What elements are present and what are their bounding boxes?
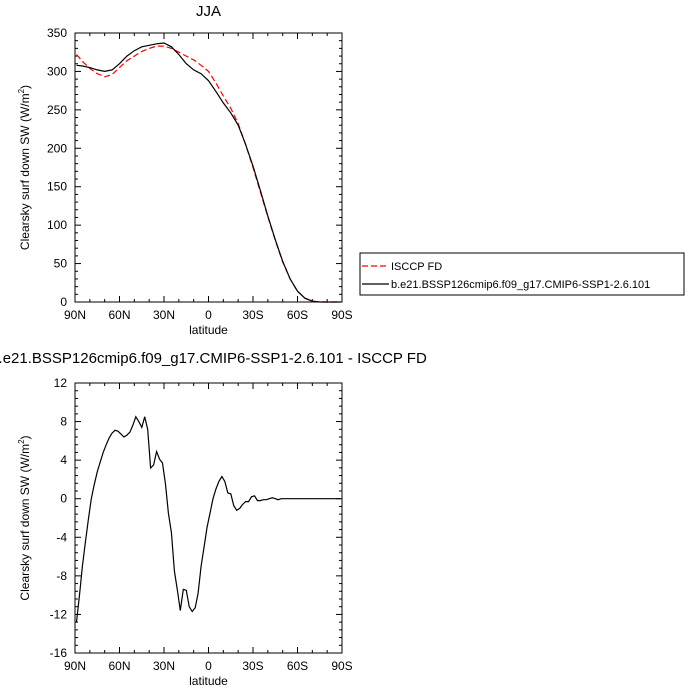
chart-title: b.e21.BSSP126cmip6.f09_g17.CMIP6-SSP1-2.… — [0, 350, 427, 367]
y-tick-label: 50 — [54, 257, 68, 271]
y-tick-label: 350 — [47, 26, 67, 40]
x-tick-label: 60S — [287, 659, 308, 673]
y-axis-label-main: Clearsky surf down SW (W/m — [18, 444, 32, 601]
x-tick-label: 60N — [108, 659, 130, 673]
series-line-1 — [76, 45, 341, 303]
x-tick-label: 60S — [287, 308, 308, 322]
legend: ISCCP FD b.e21.BSSP126cmip6.f09_g17.CMIP6… — [359, 252, 685, 296]
x-tick-label: 30N — [153, 308, 175, 322]
x-tick-label: 30N — [153, 659, 175, 673]
y-tick-label: 12 — [54, 376, 68, 390]
series-line-2 — [76, 42, 341, 303]
legend-label: ISCCP FD — [391, 261, 442, 273]
x-tick-label: 90N — [64, 308, 86, 322]
plot-frame — [74, 32, 343, 303]
y-axis-label: Clearsky surf down SW (W/m2) — [17, 435, 32, 600]
chart-panel-1: JJA 90N 60N 30N 0 30S 60S 90S 0 50 100 150 200 250 300… — [17, 3, 353, 337]
legend-label: b.e21.BSSP126cmip6.f09_g17.CMIP6-SSP1-2.… — [391, 279, 650, 291]
x-axis-label: latitude — [189, 323, 228, 337]
x-tick-label: 60N — [108, 308, 130, 322]
y-axis-label-superscript: 2 — [17, 439, 26, 444]
x-tick-label: 90N — [64, 659, 86, 673]
y-tick-label: 0 — [60, 295, 67, 309]
x-tick-label: 30S — [242, 308, 263, 322]
x-tick-label: 30S — [242, 659, 263, 673]
y-tick-label: 150 — [47, 180, 67, 194]
y-axis-label-main: Clearsky surf down SW (W/m — [18, 93, 32, 250]
y-axis-label-end: ) — [18, 435, 32, 439]
y-tick-label: 100 — [47, 218, 67, 232]
y-axis-label-end: ) — [18, 85, 32, 89]
chart-panel-2: b.e21.BSSP126cmip6.f09_g17.CMIP6-SSP1-2.… — [0, 350, 427, 688]
y-tick-label: -4 — [56, 530, 67, 544]
x-tick-label: 0 — [205, 659, 212, 673]
x-axis-label: latitude — [189, 674, 228, 688]
y-tick-label: 200 — [47, 141, 67, 155]
y-tick-label: 8 — [60, 415, 67, 429]
x-tick-label: 90S — [331, 308, 352, 322]
y-tick-label: 4 — [60, 453, 67, 467]
y-axis-label: Clearsky surf down SW (W/m2) — [17, 85, 32, 250]
y-tick-label: -8 — [56, 569, 67, 583]
y-axis-label-superscript: 2 — [17, 88, 26, 93]
y-tick-label: 0 — [60, 492, 67, 506]
y-tick-label: 250 — [47, 103, 67, 117]
y-tick-label: -12 — [50, 607, 68, 621]
x-tick-label: 90S — [331, 659, 352, 673]
x-tick-label: 0 — [205, 308, 212, 322]
chart-title: JJA — [196, 3, 221, 20]
legend-box — [359, 252, 685, 296]
y-tick-label: 300 — [47, 64, 67, 78]
y-tick-label: -16 — [50, 646, 68, 660]
series-line-1 — [75, 415, 341, 623]
